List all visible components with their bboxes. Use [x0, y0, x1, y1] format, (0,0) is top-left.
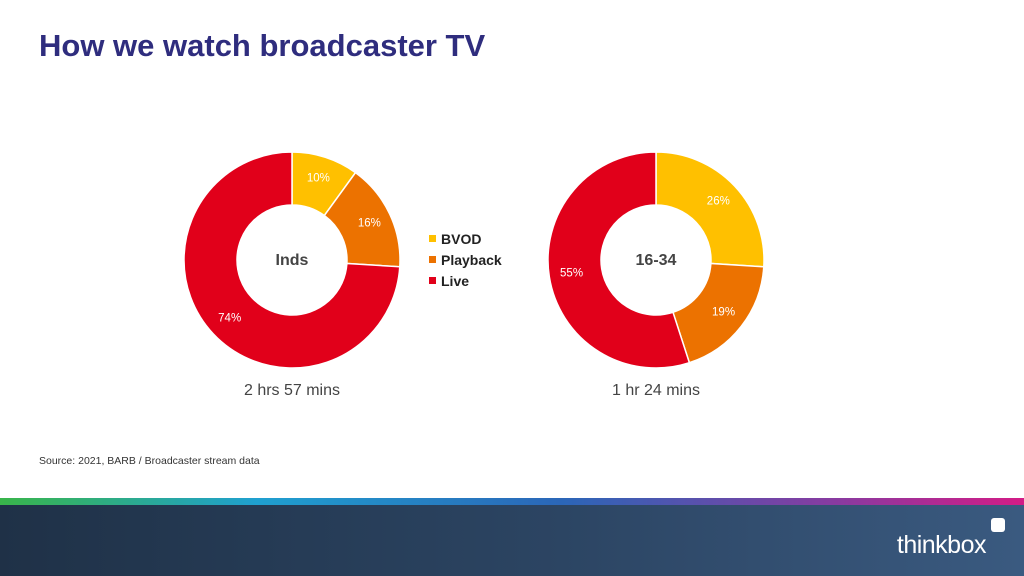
data-label-inds-live: 74%	[218, 313, 241, 325]
source-note: Source: 2021, BARB / Broadcaster stream …	[39, 455, 260, 467]
donut-slice-16-34-live	[547, 151, 691, 369]
legend-item-live: Live	[429, 270, 502, 291]
legend-label-live: Live	[441, 272, 470, 289]
donut-svg-inds: 10% 16% 74% Inds	[183, 151, 401, 369]
brand-logo-mark	[991, 518, 1005, 532]
legend-swatch-bvod	[429, 235, 436, 242]
page-title: How we watch broadcaster TV	[39, 28, 486, 63]
legend-item-playback: Playback	[429, 249, 502, 270]
chart-legend: BVOD Playback Live	[429, 228, 502, 291]
caption-16-34: 1 hr 24 mins	[611, 382, 701, 399]
donut-chart-inds: 10% 16% 74% Inds	[182, 150, 402, 370]
donut-slice-inds-live	[183, 151, 401, 369]
center-label-16-34: 16-34	[636, 252, 677, 269]
footer-bar: thinkbox	[0, 505, 1024, 576]
data-label-16-34-live: 55%	[560, 267, 583, 279]
legend-swatch-live	[429, 277, 436, 284]
data-label-16-34-bvod: 26%	[707, 196, 730, 208]
data-label-16-34-playback: 19%	[712, 306, 735, 318]
legend-swatch-playback	[429, 256, 436, 263]
legend-label-bvod: BVOD	[441, 230, 482, 247]
donut-slice-16-34-bvod	[655, 151, 765, 268]
caption-inds: 2 hrs 57 mins	[243, 382, 341, 399]
brand-logo-text: thinkbox	[896, 531, 987, 559]
legend-item-bvod: BVOD	[429, 228, 502, 249]
data-label-inds-bvod: 10%	[307, 173, 330, 185]
donut-chart-16-34: 26% 19% 55% 16-34	[546, 150, 766, 370]
center-label-inds: Inds	[276, 252, 309, 269]
color-stripe	[0, 498, 1024, 505]
legend-label-playback: Playback	[441, 251, 502, 268]
data-label-inds-playback: 16%	[358, 218, 381, 230]
donut-svg-16-34: 26% 19% 55% 16-34	[547, 151, 765, 369]
